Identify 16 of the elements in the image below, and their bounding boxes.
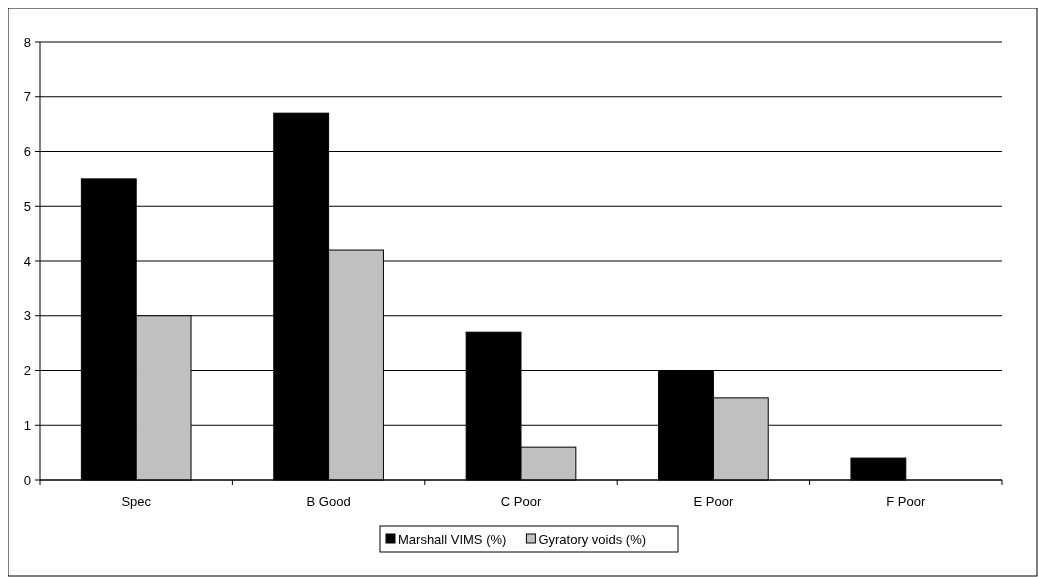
x-tick-label: B Good (306, 494, 351, 509)
x-tick-label: C Poor (500, 494, 542, 509)
x-tick-label: E Poor (693, 494, 734, 509)
y-tick-label: 0 (23, 472, 31, 488)
y-tick-label: 2 (23, 363, 31, 379)
legend-label: Marshall VIMS (%) (398, 531, 507, 547)
y-tick-label: 7 (23, 89, 31, 105)
y-tick-label: 1 (23, 417, 31, 433)
y-tick-label: 4 (23, 253, 31, 269)
y-tick-label: 5 (23, 198, 31, 214)
y-tick-label: 8 (23, 34, 31, 50)
y-tick-label: 6 (23, 144, 31, 160)
y-tick-label: 3 (23, 308, 31, 324)
legend-label: Gyratory voids (%) (538, 531, 647, 547)
x-tick-label: Spec (121, 494, 152, 509)
x-tick-label: F Poor (886, 494, 926, 509)
